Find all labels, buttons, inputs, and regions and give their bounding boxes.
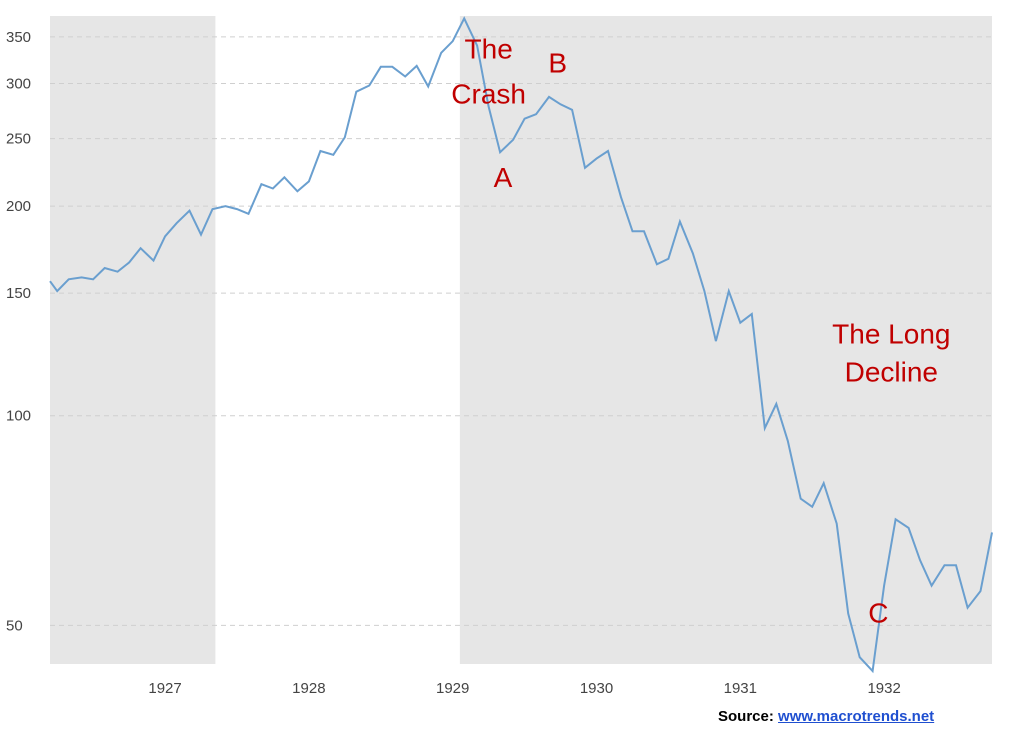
annotation-label: Decline [845,356,938,387]
x-tick-label: 1929 [436,680,469,697]
gridlines [50,36,992,626]
annotation-label: B [548,48,567,79]
x-axis-ticks: 1927 1928 1929 1930 1931 1932 [148,680,900,697]
y-tick-label: 100 [6,408,31,425]
y-axis-ticks: 350 300 250 200 150 100 50 [6,29,31,634]
series-line [49,16,993,674]
source-link[interactable]: www.macrotrends.net [778,708,935,725]
y-tick-label: 250 [6,131,31,148]
y-tick-label: 150 [6,285,31,302]
x-tick-label: 1932 [867,680,900,697]
annotation-label: The Long [832,318,950,349]
annotation-label: The [465,33,513,64]
annotations: The Crash B A The Long Decline C [451,33,950,628]
x-tick-label: 1927 [148,680,181,697]
shaded-region [50,16,216,664]
y-tick-label: 50 [6,617,23,634]
shaded-regions [50,16,992,664]
shaded-region [459,16,992,664]
x-tick-label: 1931 [724,680,757,697]
x-tick-label: 1928 [292,680,325,697]
y-tick-label: 200 [6,198,31,215]
chart: 350 300 250 200 150 100 50 1927 1928 1929 1930 193… [6,16,993,697]
y-tick-label: 300 [6,75,31,92]
source-credit: Source: www.macrotrends.net [718,708,934,725]
annotation-label: C [868,597,888,628]
x-tick-label: 1930 [580,680,613,697]
source-label: Source: [718,708,774,725]
annotation-label: A [494,162,513,193]
annotation-label: Crash [451,78,526,109]
y-tick-label: 350 [6,29,31,46]
